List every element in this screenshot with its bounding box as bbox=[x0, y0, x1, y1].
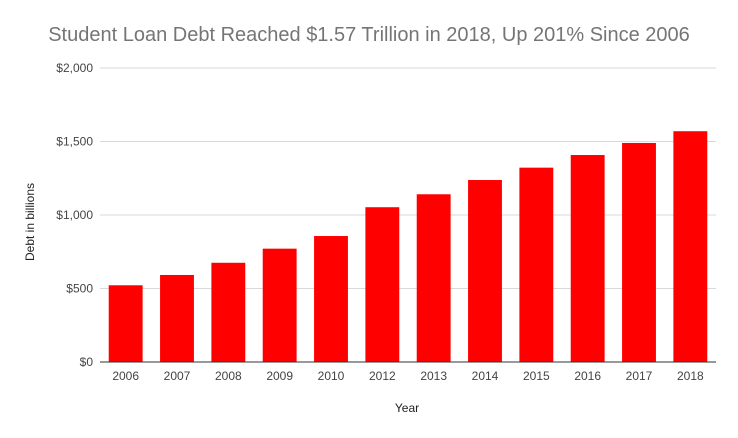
bar-2014 bbox=[468, 180, 502, 362]
x-tick-label: 2008 bbox=[215, 369, 242, 383]
bar-2010 bbox=[314, 236, 348, 362]
bar-2013 bbox=[416, 194, 451, 362]
x-tick-label: 2018 bbox=[677, 369, 704, 383]
bar-2006 bbox=[108, 285, 143, 362]
x-axis-title: Year bbox=[395, 401, 419, 415]
bar-2018 bbox=[673, 131, 708, 362]
x-tick-label: 2012 bbox=[369, 369, 396, 383]
x-tick-label: 2017 bbox=[626, 369, 653, 383]
chart-title: Student Loan Debt Reached $1.57 Trillion… bbox=[48, 24, 690, 46]
y-tick-label: $1,000 bbox=[56, 208, 93, 222]
bars bbox=[108, 131, 708, 362]
x-tick-label: 2007 bbox=[164, 369, 191, 383]
bar-2016 bbox=[570, 155, 605, 362]
x-tick-label: 2006 bbox=[112, 369, 139, 383]
bar-2008 bbox=[211, 262, 246, 362]
x-tick-label: 2014 bbox=[472, 369, 499, 383]
x-tick-label: 2010 bbox=[318, 369, 345, 383]
x-axis-ticks: 2006 2007 2008 2009 2010 2012 2013 2014 2015 2016… bbox=[112, 369, 704, 383]
x-tick-label: 2015 bbox=[523, 369, 550, 383]
y-tick-label: $0 bbox=[80, 355, 94, 369]
bar-2009 bbox=[262, 248, 297, 362]
x-tick-label: 2009 bbox=[266, 369, 293, 383]
y-axis-title: Debt in billions bbox=[23, 183, 37, 261]
y-tick-label: $500 bbox=[66, 282, 93, 296]
y-axis-ticks: $0 $500 $1,000 $1,500 $2,000 bbox=[56, 61, 93, 369]
bar-2012 bbox=[365, 207, 400, 362]
y-tick-label: $2,000 bbox=[56, 61, 93, 75]
x-tick-label: 2013 bbox=[420, 369, 447, 383]
gridlines bbox=[100, 67, 716, 289]
bar-2017 bbox=[622, 142, 656, 362]
y-tick-label: $1,500 bbox=[56, 135, 93, 149]
x-tick-label: 2016 bbox=[574, 369, 601, 383]
bar-2007 bbox=[160, 274, 194, 362]
bar-2015 bbox=[519, 167, 554, 362]
